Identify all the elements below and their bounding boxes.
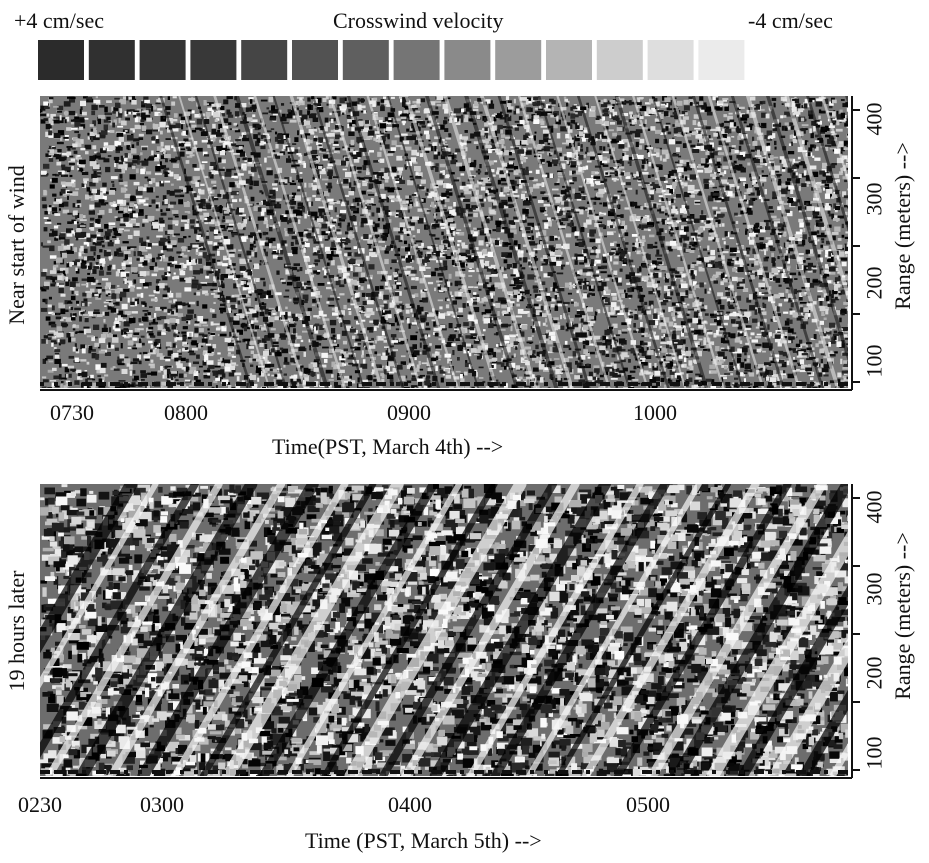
colorbar-swatch xyxy=(190,40,237,80)
colorbar-swatch xyxy=(495,40,542,80)
panel2-xtick-0300: 0300 xyxy=(140,792,184,817)
colorbar-swatch xyxy=(88,40,135,80)
colorbar-swatch xyxy=(393,40,440,80)
panel2-ytick-400: 400 xyxy=(861,490,887,524)
panel2-xtick-0400: 0400 xyxy=(388,792,432,817)
colorbar-swatch xyxy=(546,40,592,80)
panel2-ytick-300: 300 xyxy=(861,572,887,606)
colorbar-swatch xyxy=(596,40,643,80)
panel2-ylabel: Range (meters) --> xyxy=(890,532,915,700)
panel1-xtick-0800: 0800 xyxy=(164,400,208,425)
panel1-xtick-1000: 1000 xyxy=(633,400,677,425)
legend-left-label: +4 cm/sec xyxy=(14,8,104,33)
colorbar-swatches xyxy=(38,40,745,80)
panel2-xtick-0230: 0230 xyxy=(18,792,62,817)
panel2-xlabel: Time (PST, March 5th) --> xyxy=(305,828,542,853)
colorbar-swatch xyxy=(444,40,491,80)
colorbar-swatch xyxy=(342,40,389,80)
panel2-ytick-200: 200 xyxy=(861,656,887,690)
heatmap-texture xyxy=(40,96,848,388)
colorbar-swatch xyxy=(139,40,186,80)
panel1-xtick-0900: 0900 xyxy=(387,400,431,425)
panel1-xlabel: Time(PST, March 4th) --> xyxy=(272,434,504,459)
panel2-heatmap xyxy=(40,484,848,776)
panel1-heatmap xyxy=(40,96,848,388)
panel2-xtick-0500: 0500 xyxy=(626,792,670,817)
colorbar-swatch xyxy=(292,40,338,80)
panel1-xtick-0730: 0730 xyxy=(50,400,94,425)
colorbar-swatch xyxy=(698,40,745,80)
colorbar-swatch xyxy=(38,40,84,80)
heatmap-texture xyxy=(40,484,848,776)
colorbar-swatch xyxy=(647,40,694,80)
legend-right-label: -4 cm/sec xyxy=(748,8,833,33)
panel2-ytick-100: 100 xyxy=(861,736,887,770)
legend-title: Crosswind velocity xyxy=(333,8,504,33)
colorbar-swatch xyxy=(241,40,288,80)
